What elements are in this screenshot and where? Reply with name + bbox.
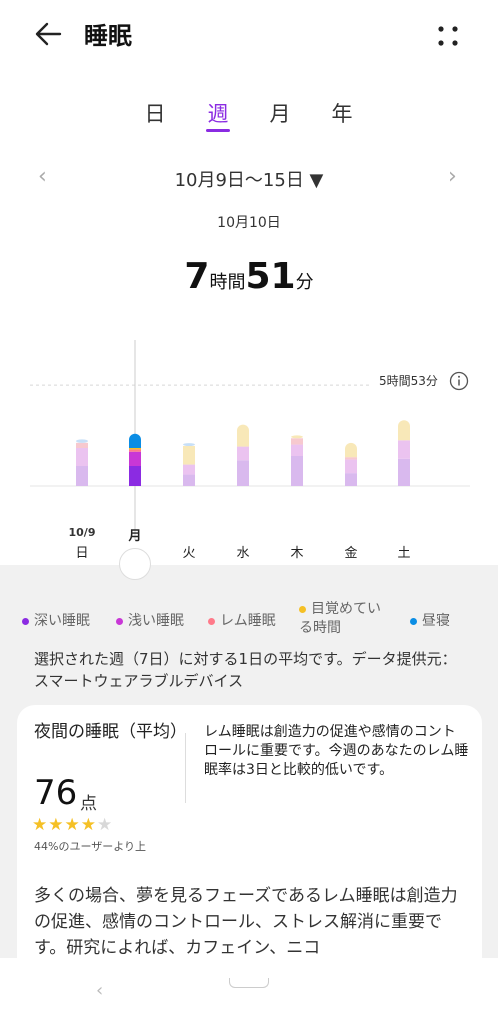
bar-segment: [398, 458, 410, 486]
bar-segment: [237, 446, 249, 461]
legend-dot: [22, 617, 29, 625]
duration-minutes: 51: [245, 256, 296, 297]
duration-minutes-unit: 分: [295, 272, 314, 293]
info-icon[interactable]: [449, 371, 469, 391]
percentile-text: 44%のユーザーより上: [34, 840, 147, 853]
legend-deep: 深い睡眠: [22, 610, 90, 630]
legend-rem: レム睡眠: [208, 610, 276, 630]
legend-label: レム睡眠: [220, 613, 276, 629]
arrow-left-icon[interactable]: [30, 14, 70, 54]
bar-segment: [76, 466, 88, 486]
average-label: 5時間53分: [379, 374, 438, 388]
bar-segment: [345, 448, 357, 458]
sleep-score: 76: [34, 773, 78, 813]
more-dots-icon[interactable]: [430, 18, 466, 54]
chevron-right-icon[interactable]: ›: [448, 164, 457, 189]
chart-selector-handle[interactable]: [119, 548, 151, 580]
nav-back-icon[interactable]: ‹: [96, 980, 104, 1001]
star-icon: ★: [48, 815, 65, 835]
tab-week-underline: [206, 129, 230, 132]
data-source-note: 選択された週（7日）に対する1日の平均です。データ提供元：スマートウェアラブルデ…: [34, 650, 457, 690]
bar-segment: [345, 459, 357, 474]
legend-label: 目覚めている時間: [299, 601, 381, 636]
x-date-label: 10/9: [69, 526, 96, 539]
bar-segment: [291, 438, 303, 445]
chevron-left-icon[interactable]: ‹: [38, 164, 47, 189]
bar-segment: [76, 442, 88, 448]
star-icon: ★: [80, 815, 97, 835]
star-icon: ★: [97, 815, 114, 835]
bar-segment: [398, 426, 410, 441]
x-tick-label: 金: [344, 545, 357, 561]
bar-segment: [237, 430, 249, 447]
x-tick-label: 月: [127, 529, 141, 544]
bar-segment: [76, 448, 88, 466]
selected-duration: 7時間51分: [0, 256, 498, 297]
star-icon: ★: [64, 815, 81, 835]
bar-segment: [183, 443, 195, 446]
card-title: 夜間の睡眠（平均）: [34, 722, 187, 742]
x-tick-label: 水: [236, 546, 249, 561]
duration-hours: 7: [184, 256, 210, 297]
tab-week[interactable]: 週: [207, 102, 229, 126]
x-tick-label: 木: [290, 546, 303, 561]
bar-segment: [129, 448, 141, 450]
legend-nap: 昼寝: [410, 610, 450, 630]
bar-segment: [183, 464, 195, 475]
bar-segment: [129, 439, 141, 448]
app-header: 睡眠: [0, 0, 498, 70]
bar-segment: [345, 457, 357, 460]
sleep-week-chart: 日 月火 水 木 金 土 10/9: [30, 340, 470, 561]
system-nav-bar: ‹: [0, 958, 498, 1024]
legend-label: 昼寝: [422, 613, 450, 629]
date-range-row: ‹ 10月9日～15日 ▼ ›: [0, 158, 498, 198]
divider: [185, 733, 186, 803]
chart-legend: 深い睡眠 浅い睡眠 レム睡眠 目覚めている時間 昼寝: [22, 601, 492, 644]
bar-segment: [183, 446, 195, 465]
star-icon: ★: [32, 815, 49, 835]
tab-month[interactable]: 月: [269, 102, 291, 126]
bar-segment: [129, 449, 141, 452]
x-tick-label: 土: [397, 546, 410, 561]
period-tabs: 日 週 月 年: [0, 90, 498, 140]
legend-dot: [116, 617, 123, 625]
legend-label: 浅い睡眠: [128, 613, 184, 629]
bar-segment: [345, 473, 357, 486]
bar-segment: [291, 456, 303, 486]
sleep-score-unit: 点: [80, 794, 97, 814]
bar-segment: [237, 460, 249, 486]
duration-hours-unit: 時間: [209, 272, 246, 293]
legend-dot: [410, 617, 417, 625]
x-tick-label: 火: [182, 546, 195, 561]
x-tick-label: 日: [75, 546, 88, 561]
date-range-selector[interactable]: 10月9日～15日 ▼: [174, 170, 324, 191]
legend-awake: 目覚めている時間: [299, 600, 389, 638]
legend-dot: [208, 617, 215, 625]
bar-segment: [183, 474, 195, 486]
legend-label: 深い睡眠: [34, 613, 90, 629]
bar-segment: [291, 444, 303, 456]
tab-year[interactable]: 年: [331, 102, 353, 126]
nav-home-icon[interactable]: [229, 978, 269, 988]
rating-stars: ★★★★★: [32, 815, 113, 835]
bar-segment: [291, 435, 303, 439]
card-body-text: 多くの場合、夢を見るフェーズであるレム睡眠は創造力の促進、感情のコントロール、ス…: [34, 886, 458, 958]
legend-dot: [299, 605, 306, 613]
bar-segment: [129, 466, 141, 486]
bar-segment: [398, 440, 410, 459]
bar-segment: [129, 451, 141, 466]
page-title: 睡眠: [84, 22, 132, 50]
selected-date: 10月10日: [217, 215, 281, 231]
legend-light: 浅い睡眠: [116, 610, 184, 630]
tab-day[interactable]: 日: [144, 102, 166, 126]
rem-comment: レム睡眠は創造力の促進や感情のコントロールに重要です。今週のあなたのレム睡眠率は…: [204, 724, 469, 778]
bar-segment: [76, 439, 88, 443]
